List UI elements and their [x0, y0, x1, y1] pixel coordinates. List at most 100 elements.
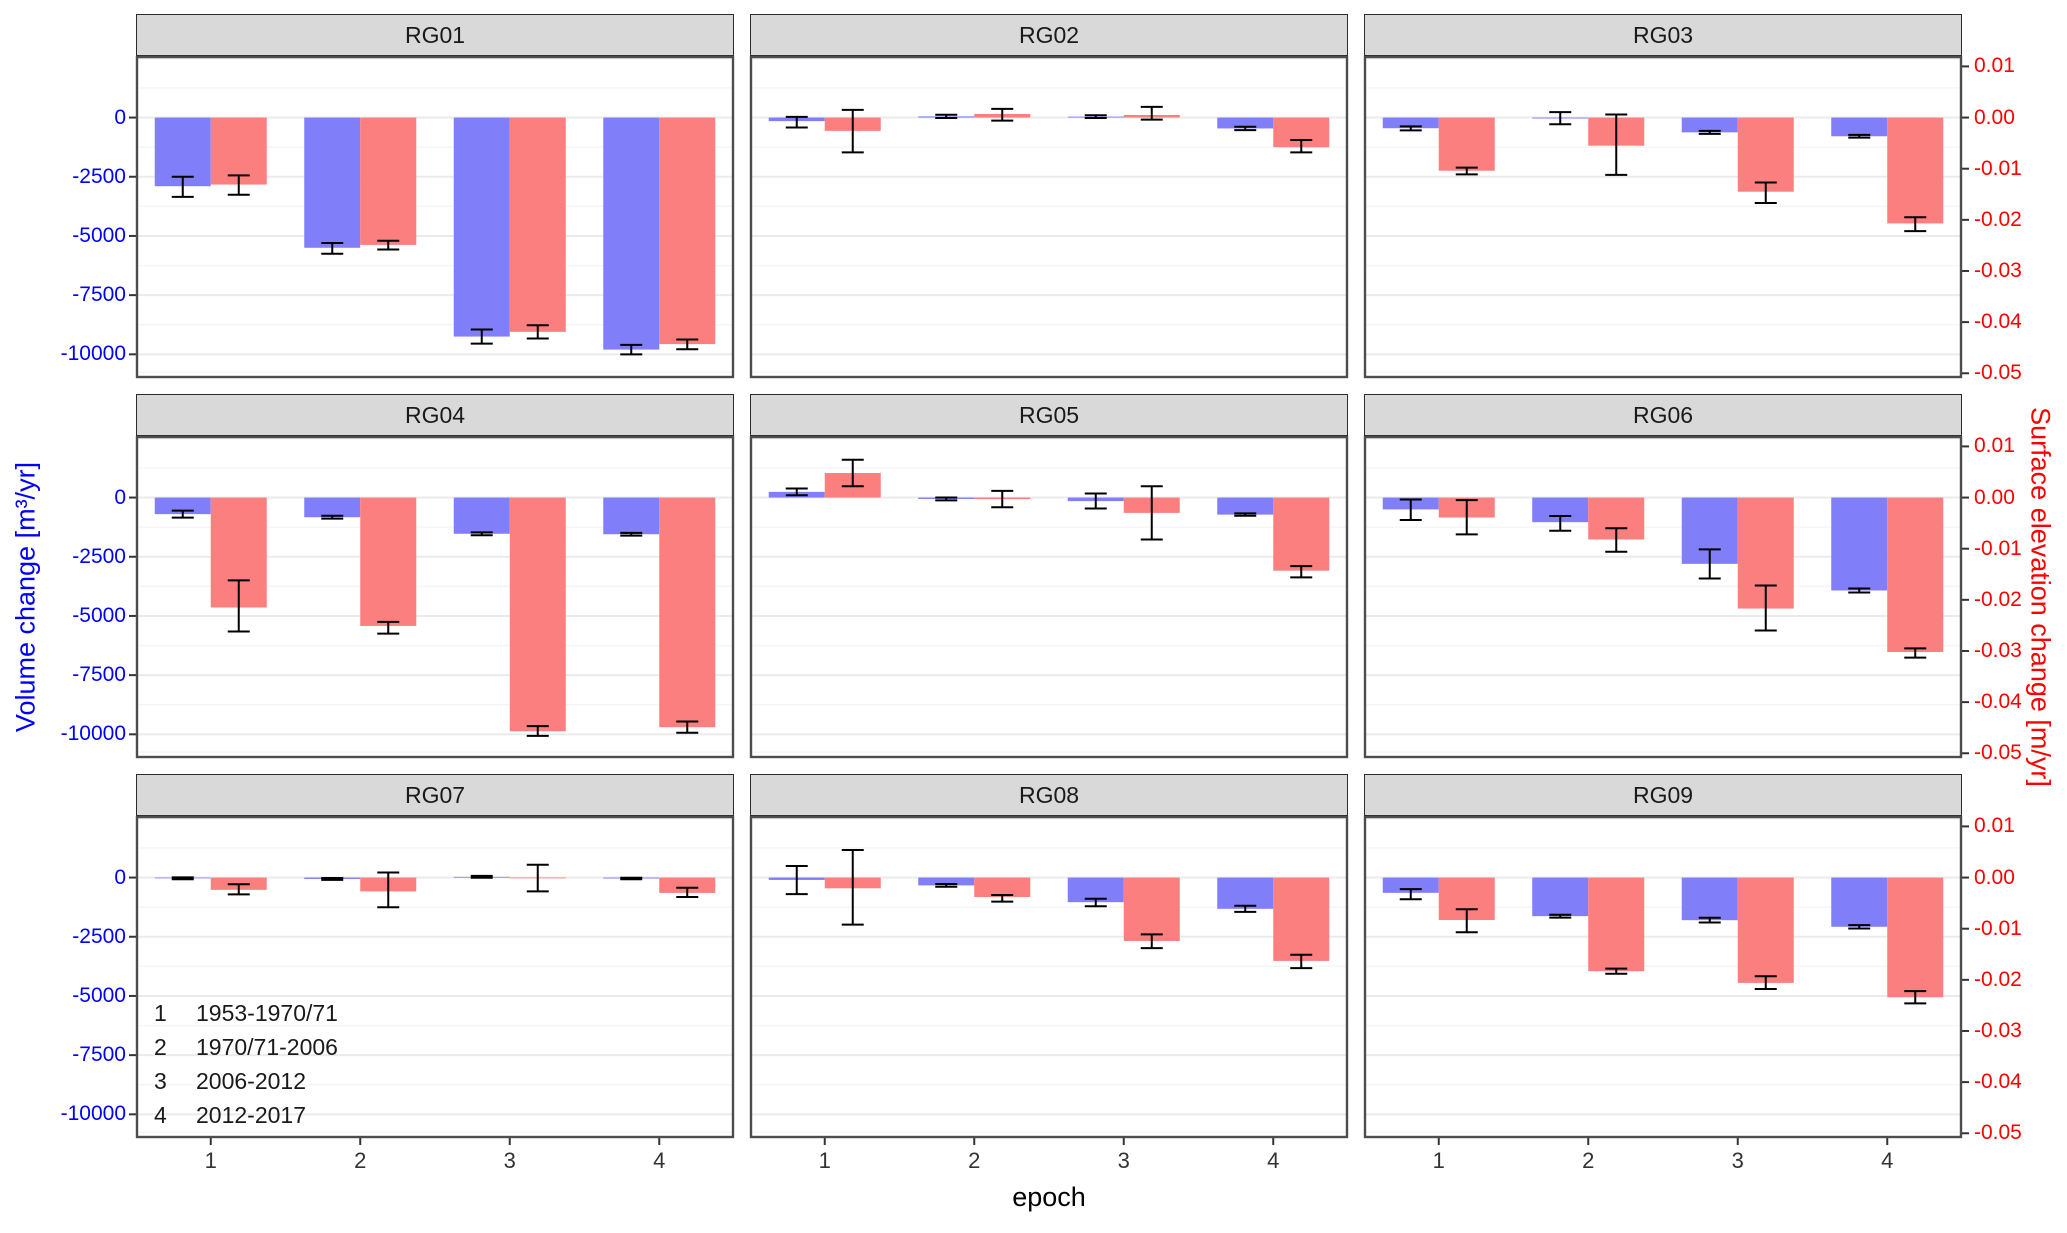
error-bar	[620, 876, 643, 881]
right-axis-tick-label: 0.00	[1974, 865, 2015, 889]
elevation-bar	[659, 877, 716, 893]
error-bar	[1698, 129, 1721, 135]
facet-title: RG06	[1364, 394, 1962, 436]
error-bar	[227, 174, 250, 196]
right-axis-tick-label: -0.02	[1974, 587, 2022, 611]
right-axis-tick-label: -0.02	[1974, 967, 2022, 991]
volume-bar	[1382, 117, 1439, 129]
error-bar	[1455, 499, 1478, 536]
error-bar	[1605, 967, 1628, 975]
panel-rg06	[1363, 435, 1969, 759]
panel-border	[1363, 55, 1963, 379]
facet-title: RG04	[136, 394, 734, 436]
right-axis-tick-label: -0.04	[1974, 1070, 2022, 1094]
elevation-bar	[509, 497, 566, 732]
right-axis-tick-label: 0.00	[1974, 485, 2015, 509]
volume-bar	[1681, 117, 1738, 133]
elevation-bar	[360, 497, 417, 626]
volume-bar	[603, 117, 660, 350]
error-bar	[1549, 913, 1572, 919]
x-axis-tick-label: 3	[503, 1148, 516, 1173]
panel-border	[135, 815, 735, 1139]
panel-border	[135, 55, 735, 379]
panel-border	[1363, 435, 1963, 759]
error-bar	[785, 115, 808, 129]
error-bar	[620, 343, 643, 356]
error-bar	[321, 877, 344, 881]
error-bar	[1140, 485, 1163, 541]
right-axis-tick-label: 0.01	[1974, 54, 2015, 78]
panel-border	[749, 815, 1349, 1139]
right-axis-tick-label: -0.05	[1974, 741, 2022, 765]
volume-bar	[1831, 877, 1888, 927]
right-axis-tick-label: -0.03	[1974, 258, 2022, 282]
error-bar	[1848, 924, 1871, 930]
elevation-bar	[1273, 497, 1330, 571]
volume-bar	[1681, 877, 1738, 921]
right-axis-title: Surface elevation change [m/yr]	[2025, 407, 2056, 787]
error-bar	[620, 531, 643, 537]
error-bar	[1084, 492, 1107, 510]
x-axis-tick-label: 3	[1731, 1148, 1744, 1173]
facet-rg05: RG05	[749, 394, 1349, 759]
left-axis-tick-label: 0	[114, 485, 126, 509]
panel-border	[1363, 815, 1963, 1139]
error-bar	[1754, 975, 1777, 991]
volume-bar	[1831, 497, 1888, 591]
elevation-bar	[1588, 877, 1645, 972]
error-bar	[470, 874, 493, 879]
facet-rg03: RG03	[1363, 14, 1969, 379]
volume-bar	[918, 877, 975, 886]
error-bar	[1754, 584, 1777, 632]
error-bar	[526, 725, 549, 737]
error-bar	[935, 496, 958, 502]
facet-rg08: RG08	[749, 774, 1349, 1145]
left-axis-tick-label: -5000	[72, 983, 126, 1007]
error-bar	[227, 883, 250, 896]
left-axis-tick-label: -7500	[72, 1043, 126, 1067]
elevation-bar	[659, 497, 716, 728]
x-axis-tick-label: 2	[1582, 1148, 1595, 1173]
right-axis-tick-label: -0.04	[1974, 310, 2022, 334]
panel-rg01	[129, 55, 735, 379]
volume-bar	[1217, 877, 1274, 909]
error-bar	[1290, 565, 1313, 579]
facet-title: RG07	[136, 774, 734, 816]
elevation-bar	[1737, 117, 1794, 192]
facet-title: RG08	[750, 774, 1348, 816]
error-bar	[1698, 916, 1721, 924]
x-axis-tick-label: 1	[818, 1148, 831, 1173]
left-axis-tick-label: 0	[114, 105, 126, 129]
panel-border	[749, 55, 1349, 379]
error-bar	[377, 620, 400, 635]
volume-bar	[1831, 117, 1888, 137]
x-axis-tick-label: 4	[1881, 1148, 1894, 1173]
error-bar	[1234, 512, 1257, 517]
x-axis-title: epoch	[1012, 1182, 1086, 1212]
error-bar	[1399, 498, 1422, 522]
error-bar	[1549, 111, 1572, 126]
left-axis-tick-label: -10000	[60, 1102, 126, 1126]
elevation-bar	[210, 117, 267, 185]
error-bar	[1754, 181, 1777, 204]
left-axis-tick-label: -2500	[72, 164, 126, 188]
error-bar	[841, 848, 864, 926]
error-bar	[171, 509, 194, 519]
left-axis-tick-label: -2500	[72, 544, 126, 568]
facet-rg07: RG07	[129, 774, 735, 1145]
right-axis-tick-label: -0.01	[1974, 916, 2022, 940]
left-axis-tick-label: -10000	[60, 342, 126, 366]
error-bar	[841, 458, 864, 488]
left-axis-tick-label: -7500	[72, 663, 126, 687]
facet-title: RG02	[750, 14, 1348, 56]
elevation-bar	[1438, 117, 1495, 171]
elevation-bar	[1273, 877, 1330, 961]
error-bar	[1904, 647, 1927, 659]
panel-rg03	[1363, 55, 1969, 379]
facet-rg01: RG01	[129, 14, 735, 379]
left-axis-tick-label: -7500	[72, 283, 126, 307]
volume-bar	[453, 497, 510, 534]
error-bar	[1290, 953, 1313, 970]
facet-rg09: RG09	[1363, 774, 1969, 1145]
error-bar	[227, 579, 250, 633]
